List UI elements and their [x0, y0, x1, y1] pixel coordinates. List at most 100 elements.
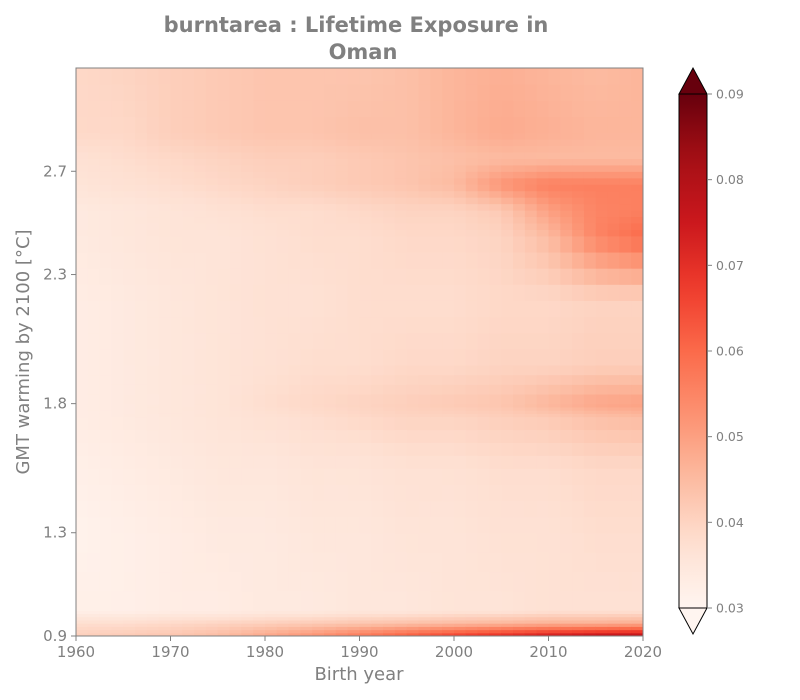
heatmap-cell — [111, 235, 124, 253]
heatmap-cell — [442, 406, 455, 411]
heatmap-cell — [430, 623, 443, 627]
heatmap-cell — [312, 374, 325, 385]
heatmap-cell — [442, 429, 455, 443]
heatmap-cell — [205, 145, 219, 153]
heatmap-cell — [135, 203, 148, 211]
heatmap-cell — [418, 132, 431, 140]
heatmap-cell — [383, 216, 396, 224]
heatmap-cell — [442, 235, 455, 253]
heatmap-cell — [619, 164, 632, 172]
heatmap-cell — [477, 590, 491, 611]
heatmap-cell — [182, 210, 195, 218]
heatmap-cell — [217, 68, 231, 85]
heatmap-cell — [347, 332, 361, 350]
heatmap-cell — [300, 610, 313, 615]
heatmap-cell — [335, 610, 349, 615]
heatmap-cell — [182, 552, 195, 573]
heatmap-cell — [536, 190, 550, 198]
heatmap-cell — [229, 197, 242, 205]
heatmap-cell — [146, 268, 160, 285]
heatmap-cell — [276, 403, 290, 408]
heatmap-cell — [477, 632, 491, 636]
heatmap-cell — [123, 332, 136, 350]
heatmap-cell — [335, 210, 349, 218]
heatmap-cell — [146, 484, 160, 502]
heatmap-cell — [312, 203, 325, 211]
heatmap-cell — [583, 626, 597, 631]
heatmap-cell — [276, 416, 290, 431]
heatmap-cell — [265, 190, 278, 198]
heatmap-cell — [631, 348, 643, 366]
heatmap-cell — [489, 139, 502, 147]
heatmap-cell — [111, 158, 124, 166]
heatmap-cell — [513, 516, 526, 534]
heatmap-cell — [217, 284, 231, 301]
heatmap-cell — [99, 632, 113, 636]
heatmap-cell — [312, 393, 325, 405]
heatmap-cell — [347, 384, 361, 395]
heatmap-cell — [300, 68, 313, 85]
colorbar-tick-label: 0.05 — [716, 429, 744, 444]
heatmap-cell — [99, 216, 113, 224]
heatmap-cell — [418, 455, 431, 469]
heatmap-cell — [76, 410, 89, 414]
heatmap-cell — [182, 610, 195, 615]
heatmap-cell — [501, 100, 514, 118]
heatmap-cell — [572, 629, 585, 634]
heatmap-cell — [335, 532, 349, 553]
heatmap-cell — [583, 393, 597, 405]
heatmap-cell — [253, 571, 266, 592]
heatmap-cell — [288, 348, 302, 366]
heatmap-cell — [406, 164, 420, 172]
heatmap-cell — [359, 429, 372, 443]
colorbar-tick-label: 0.09 — [716, 87, 744, 102]
heatmap-cell — [217, 619, 231, 624]
heatmap-cell — [583, 203, 597, 211]
heatmap-cell — [560, 610, 573, 615]
heatmap-cell — [300, 571, 313, 592]
heatmap-cell — [217, 348, 231, 366]
heatmap-cell — [631, 571, 643, 592]
heatmap-cell — [335, 197, 349, 205]
heatmap-cell — [631, 151, 643, 159]
heatmap-cell — [300, 616, 313, 621]
heatmap-cell — [418, 393, 431, 405]
heatmap-cell — [489, 348, 502, 366]
heatmap-cell — [418, 68, 431, 85]
heatmap-cell — [158, 203, 172, 211]
heatmap-cell — [607, 623, 620, 627]
heatmap-cell — [123, 384, 136, 395]
heatmap-cell — [418, 229, 431, 237]
heatmap-cell — [430, 84, 443, 101]
heatmap-cell — [583, 116, 597, 134]
heatmap-cell — [347, 616, 361, 621]
heatmap-cell — [288, 84, 302, 101]
heatmap-cell — [583, 84, 597, 101]
heatmap-cell — [335, 116, 349, 134]
heatmap-cell — [595, 251, 609, 269]
heatmap-cell — [477, 229, 491, 237]
heatmap-cell — [583, 251, 597, 269]
heatmap-cell — [595, 403, 609, 408]
heatmap-cell — [560, 151, 573, 159]
heatmap-cell — [217, 184, 231, 192]
heatmap-cell — [76, 229, 89, 237]
heatmap-cell — [170, 384, 183, 395]
heatmap-cell — [288, 532, 302, 553]
heatmap-cell — [229, 132, 242, 140]
heatmap-cell — [87, 632, 101, 636]
heatmap-cell — [276, 590, 290, 611]
heatmap-cell — [335, 403, 349, 408]
heatmap-cell — [418, 374, 431, 385]
heatmap-cell — [312, 429, 325, 443]
heatmap-cell — [548, 251, 561, 269]
heatmap-cell — [430, 468, 443, 485]
heatmap-cell — [359, 455, 372, 469]
heatmap-cell — [501, 116, 514, 134]
heatmap-cell — [524, 203, 538, 211]
heatmap-cell — [560, 84, 573, 101]
heatmap-cell — [371, 552, 384, 573]
heatmap-cell — [158, 384, 172, 395]
heatmap-cell — [619, 216, 632, 224]
heatmap-cell — [76, 590, 89, 611]
